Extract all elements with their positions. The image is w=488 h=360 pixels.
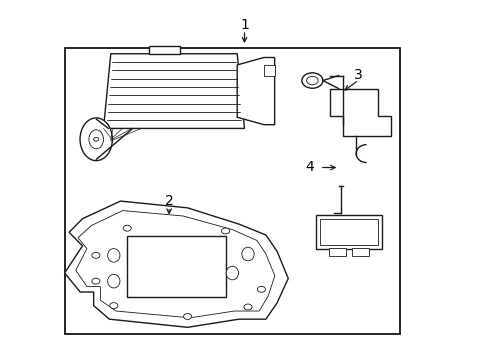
Ellipse shape bbox=[226, 266, 238, 280]
Bar bbox=[264, 65, 274, 76]
Ellipse shape bbox=[107, 249, 120, 262]
Bar bbox=[148, 46, 180, 54]
Circle shape bbox=[109, 303, 118, 309]
Circle shape bbox=[92, 278, 100, 284]
Polygon shape bbox=[64, 201, 287, 327]
Ellipse shape bbox=[89, 130, 103, 149]
Text: 1: 1 bbox=[240, 18, 248, 32]
Bar bbox=[315, 215, 381, 249]
Circle shape bbox=[306, 76, 318, 85]
Bar bbox=[352, 248, 368, 256]
Ellipse shape bbox=[242, 247, 254, 261]
Circle shape bbox=[221, 228, 229, 234]
Ellipse shape bbox=[107, 274, 120, 288]
Circle shape bbox=[183, 314, 191, 319]
Bar bbox=[319, 219, 377, 245]
Circle shape bbox=[123, 225, 131, 231]
Text: 3: 3 bbox=[354, 68, 363, 82]
Circle shape bbox=[93, 138, 99, 141]
Circle shape bbox=[301, 73, 322, 88]
Circle shape bbox=[244, 304, 251, 310]
Polygon shape bbox=[103, 54, 244, 129]
Text: 4: 4 bbox=[305, 161, 314, 175]
Polygon shape bbox=[237, 58, 274, 125]
Bar bbox=[64, 48, 399, 334]
Circle shape bbox=[257, 286, 265, 292]
Ellipse shape bbox=[80, 118, 112, 161]
Text: 2: 2 bbox=[164, 194, 173, 208]
Polygon shape bbox=[329, 89, 390, 136]
Bar bbox=[328, 248, 345, 256]
Bar bbox=[127, 237, 225, 297]
Circle shape bbox=[92, 252, 100, 258]
